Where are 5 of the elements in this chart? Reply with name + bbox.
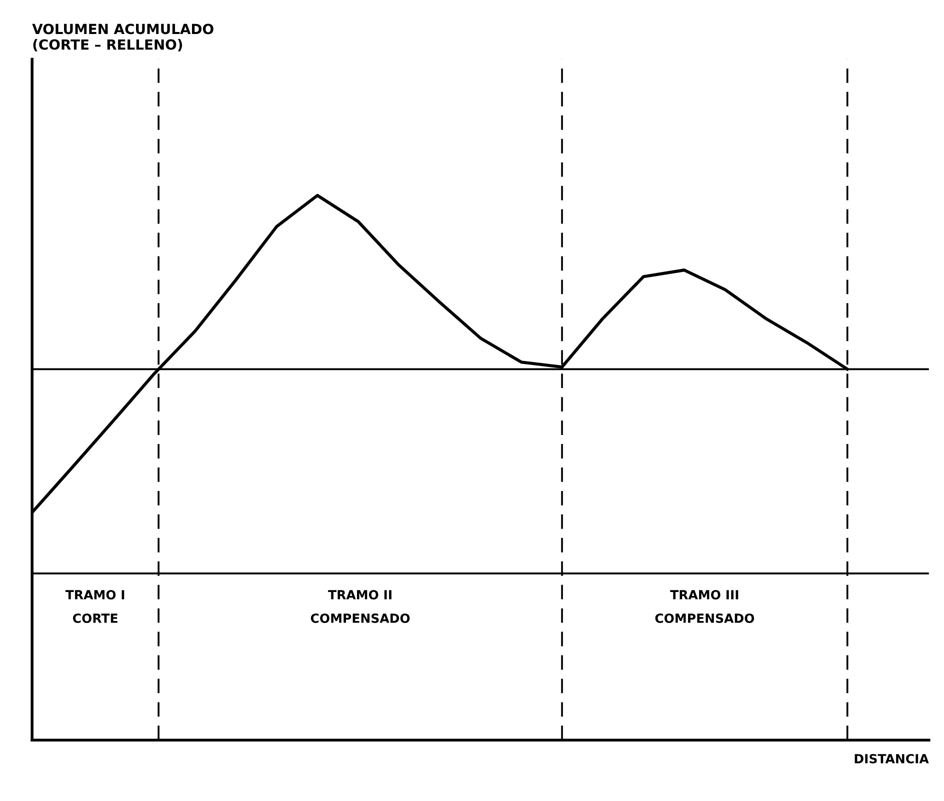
text: VOLUMEN ACUMULADO (CORTE – RELLENO) xyxy=(32,24,214,52)
x-axis-title: DISTANCIA xyxy=(854,754,929,764)
annotation: TRAMO II COMPENSADO xyxy=(310,590,410,623)
annotation: TRAMO III COMPENSADO xyxy=(655,590,754,623)
annotation: TRAMO I CORTE xyxy=(65,590,124,623)
